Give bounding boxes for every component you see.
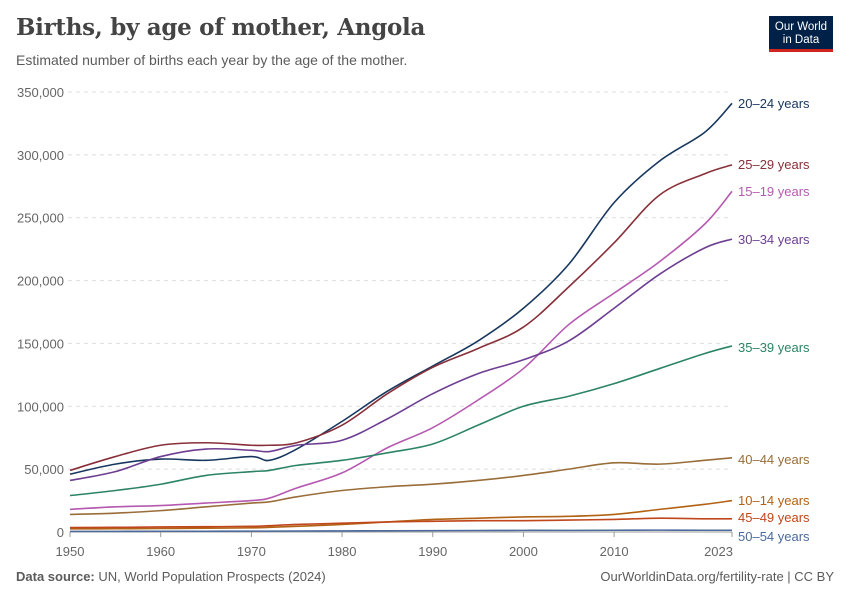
- series-label: 25–29 years: [738, 157, 810, 172]
- y-tick-label: 50,000: [24, 462, 64, 477]
- series-line-50-54: [69, 529, 733, 533]
- series-label: 20–24 years: [738, 96, 810, 111]
- data-source: Data source: UN, World Population Prospe…: [16, 569, 326, 584]
- footer-url-license[interactable]: OurWorldinData.org/fertility-rate | CC B…: [600, 569, 834, 584]
- series-label: 10–14 years: [738, 493, 810, 508]
- series-line-25-29: [69, 164, 733, 472]
- x-tick-label: 2000: [509, 544, 538, 559]
- series-line-35-39: [69, 345, 733, 497]
- series-label: 30–34 years: [738, 232, 810, 247]
- series-line-15-19: [69, 190, 733, 511]
- y-tick-label: 150,000: [17, 336, 64, 351]
- y-tick-label: 350,000: [17, 85, 64, 100]
- x-tick-label: 2010: [600, 544, 629, 559]
- series-line-40-44: [69, 457, 733, 516]
- y-tick-label: 200,000: [17, 274, 64, 289]
- chart-title: Births, by age of mother, Angola: [16, 14, 426, 41]
- y-tick-label: 0: [57, 525, 64, 540]
- y-tick-label: 250,000: [17, 211, 64, 226]
- series-label: 35–39 years: [738, 340, 810, 355]
- x-tick-label: 1990: [418, 544, 447, 559]
- owid-logo[interactable]: Our World in Data: [769, 16, 833, 52]
- x-tick-label: 2023: [704, 544, 733, 559]
- series-line-45-49: [69, 517, 733, 529]
- x-tick-label: 1970: [237, 544, 266, 559]
- y-tick-label: 100,000: [17, 399, 64, 414]
- chart-subtitle: Estimated number of births each year by …: [16, 52, 408, 68]
- series-label: 15–19 years: [738, 184, 810, 199]
- series-line-20-24: [69, 102, 733, 475]
- x-tick-label: 1980: [328, 544, 357, 559]
- y-tick-label: 300,000: [17, 148, 64, 163]
- series-line-30-34: [69, 238, 733, 482]
- data-source-label: Data source:: [16, 569, 95, 584]
- x-tick-label: 1960: [146, 544, 175, 559]
- data-source-link[interactable]: UN, World Population Prospects (2024): [98, 569, 326, 584]
- series-label: 45–49 years: [738, 510, 810, 525]
- x-tick-label: 1950: [56, 544, 85, 559]
- series-label: 40–44 years: [738, 452, 810, 467]
- series-label: 50–54 years: [738, 529, 810, 544]
